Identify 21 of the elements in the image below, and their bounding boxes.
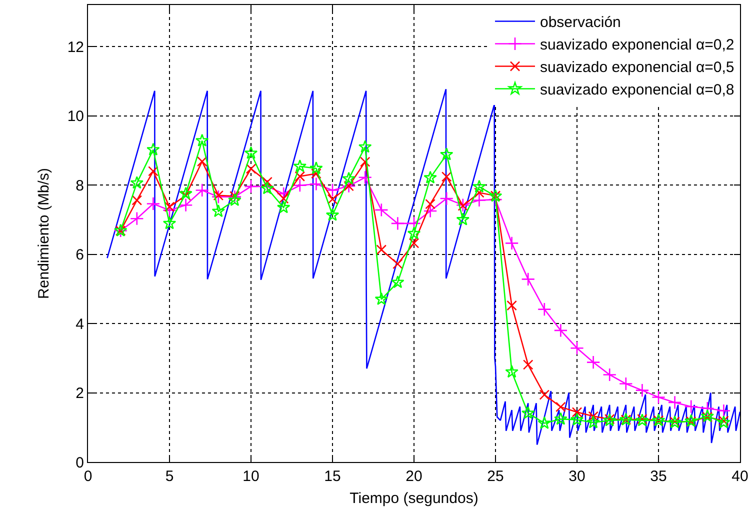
x-tick-label: 15 (324, 468, 341, 485)
y-tick-label: 10 (67, 108, 84, 126)
x-tick-label: 35 (650, 468, 667, 485)
legend-label: observación (540, 14, 621, 32)
y-tick-label: 8 (76, 177, 84, 194)
legend-label: suavizado exponencial α=0,8 (540, 82, 734, 99)
y-tick-label: 0 (76, 454, 84, 472)
y-tick-label: 6 (76, 246, 84, 264)
x-tick-label: 25 (487, 468, 504, 485)
y-axis-title: Rendimiento (Mb/s) (36, 168, 53, 299)
y-tick-label: 2 (76, 385, 84, 402)
legend-label: suavizado exponencial α=0,2 (540, 36, 734, 54)
x-tick-label: 10 (242, 468, 260, 485)
x-tick-label: 40 (732, 468, 748, 485)
x-tick-label: 30 (568, 468, 586, 485)
x-axis-title: Tiempo (segundos) (350, 490, 478, 507)
x-tick-label: 20 (406, 468, 422, 485)
x-tick-label: 5 (165, 468, 174, 485)
y-tick-label: 4 (76, 316, 84, 333)
y-tick-label: 12 (67, 38, 84, 56)
legend-label: suavizado exponencial α=0,5 (540, 59, 734, 76)
